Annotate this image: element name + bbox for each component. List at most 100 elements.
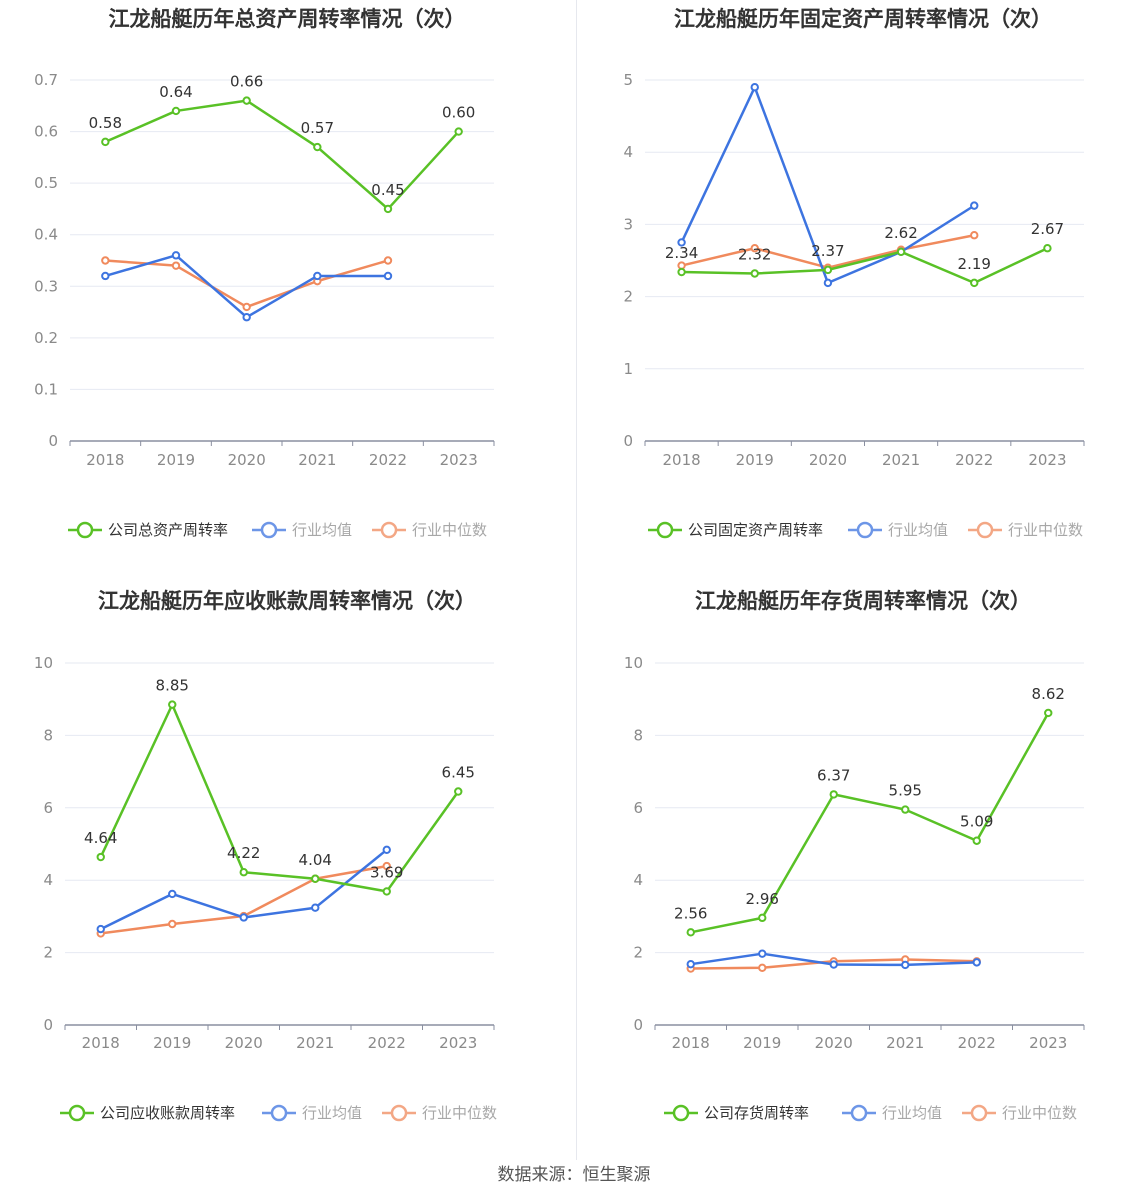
avg-data-point [758,949,767,958]
company-data-point [101,137,110,147]
y-tick-label: 0.3 [34,277,58,295]
legend-marker [68,1104,86,1122]
median-data-point [750,244,759,253]
data-label: 2.34 [665,244,698,262]
y-tick-label: 4 [43,871,53,889]
median-data-point [383,256,393,265]
data-label: 2.56 [674,904,707,922]
data-label: 0.60 [442,104,475,122]
median-data-point [758,963,767,973]
panel-divider [576,0,577,1160]
chart-title: 江龙船艇历年应收账款周转率情况（次） [98,589,476,613]
data-label: 2.19 [958,255,991,273]
x-tick-label: 2022 [955,451,993,469]
median-series-line [105,259,389,309]
company-data-point [382,887,391,896]
chart-svg: 江龙船艇历年应收账款周转率情况（次） 0 2 4 6 8 10 2018 2019 2020 202… [34,589,497,1122]
company-series-line [99,703,460,893]
median-data-point [168,919,177,929]
legend-label: 公司总资产周转率 [108,521,228,539]
legend-label: 公司存货周转率 [704,1104,809,1122]
y-tick-label: 0.1 [34,380,58,398]
avg-data-point [311,903,320,912]
median-data-point [101,256,110,265]
company-data-point [313,142,322,152]
y-tick-label: 0 [48,432,58,450]
company-data-point [383,204,393,214]
company-data-point [171,106,181,116]
chart-panel-inventory-turnover: 江龙船艇历年存货周转率情况（次） 0 2 4 6 8 10 2018 2019 2020 2021 2… [576,582,1148,1164]
legend-label: 行业均值 [292,521,352,539]
legend-label: 公司固定资产周转率 [688,521,823,539]
chart-title: 江龙船艇历年固定资产周转率情况（次） [674,7,1052,31]
x-tick-label: 2020 [228,451,266,469]
x-tick-label: 2018 [672,1034,710,1052]
company-series-line [690,712,1050,934]
avg-data-point [829,960,838,969]
data-label: 4.04 [299,851,332,869]
company-series-line [104,99,460,211]
data-label: 5.95 [889,782,922,800]
data-label: 6.37 [817,766,850,784]
legend-item: 行业中位数 [968,521,1083,539]
legend-marker [970,1104,988,1122]
legend-marker [390,1104,408,1122]
x-tick-label: 2021 [298,451,336,469]
median-data-point [171,261,181,270]
data-label: 8.62 [1032,685,1065,703]
data-label: 0.64 [159,83,192,101]
data-source-note: 数据来源：恒生聚源 [497,1165,651,1185]
company-data-point [242,96,251,105]
company-data-point [972,836,981,845]
avg-data-point [171,251,181,260]
avg-data-point [901,960,910,970]
x-tick-label: 2019 [736,451,774,469]
legend-marker [260,521,278,539]
legend-marker [76,521,94,539]
data-label: 0.58 [89,114,122,132]
x-tick-label: 2021 [886,1034,924,1052]
y-tick-label: 5 [623,71,633,89]
legend-item: 行业均值 [262,1104,362,1122]
avg-data-point [101,271,110,281]
company-data-point [96,852,105,862]
chart-panel-fixed-asset-turnover: 江龙船艇历年固定资产周转率情况（次） 0 1 2 3 4 5 2018 2019 2020 2021… [576,0,1148,582]
company-data-point [454,127,463,136]
data-label: 5.09 [960,813,993,831]
chart-title: 江龙船艇历年存货周转率情况（次） [695,589,1031,613]
y-tick-label: 2 [633,944,643,962]
legend-item: 公司应收账款周转率 [60,1104,235,1122]
company-series-line [681,247,1048,285]
y-tick-label: 6 [633,799,643,817]
avg-data-point [677,238,686,247]
avg-data-point [96,924,105,934]
y-tick-label: 8 [43,726,53,744]
legend-item: 行业均值 [252,521,352,539]
x-tick-label: 2019 [743,1034,781,1052]
company-data-point [1043,244,1052,253]
company-data-point [686,928,695,937]
chart-panel-receivable-turnover: 江龙船艇历年应收账款周转率情况（次） 0 2 4 6 8 10 2018 2019 2020 202… [0,582,574,1164]
data-label: 4.64 [84,829,117,847]
x-tick-label: 2018 [82,1034,120,1052]
legend-label: 行业中位数 [1002,1104,1077,1122]
y-tick-label: 4 [623,143,633,161]
avg-data-point [383,271,393,281]
avg-data-point [242,313,251,322]
data-label: 0.45 [371,181,404,199]
x-tick-label: 2022 [368,1034,406,1052]
data-label: 3.69 [370,863,403,881]
legend-label: 公司应收账款周转率 [100,1104,235,1122]
company-data-point [901,805,910,814]
avg-data-point [313,271,322,281]
legend-item: 行业中位数 [962,1104,1077,1122]
legend-marker [976,521,994,539]
x-tick-label: 2020 [225,1034,263,1052]
median-data-point [970,231,979,240]
x-tick-label: 2023 [440,451,478,469]
data-label: 2.96 [746,890,779,908]
avg-data-point [168,889,177,899]
avg-data-point [750,83,759,92]
data-label: 2.62 [884,224,917,242]
y-tick-label: 2 [43,944,53,962]
